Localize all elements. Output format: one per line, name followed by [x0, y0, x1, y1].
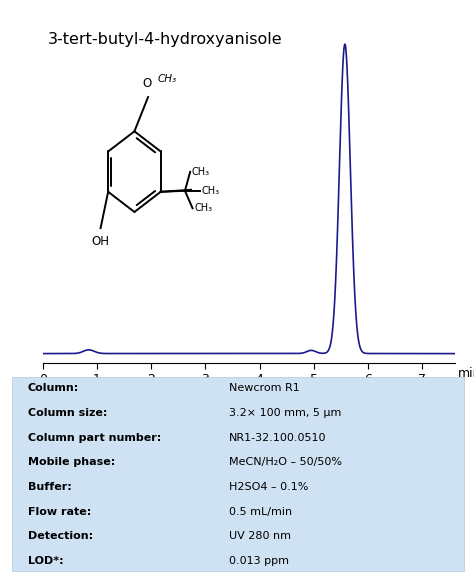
Text: 0.5 mL/min: 0.5 mL/min [229, 507, 292, 517]
Text: UV 280 nm: UV 280 nm [229, 532, 291, 541]
Text: 3.2× 100 mm, 5 μm: 3.2× 100 mm, 5 μm [229, 408, 341, 418]
Text: 3-tert-butyl-4-hydroxyanisole: 3-tert-butyl-4-hydroxyanisole [47, 32, 282, 47]
Text: H2SO4 – 0.1%: H2SO4 – 0.1% [229, 482, 309, 492]
Text: min: min [458, 367, 474, 380]
Text: Detection:: Detection: [28, 532, 93, 541]
Text: Mobile phase:: Mobile phase: [28, 457, 115, 467]
Text: MeCN/H₂O – 50/50%: MeCN/H₂O – 50/50% [229, 457, 342, 467]
Text: Column:: Column: [28, 383, 79, 393]
Text: CH₃: CH₃ [157, 74, 176, 84]
Text: NR1-32.100.0510: NR1-32.100.0510 [229, 433, 327, 443]
Text: Buffer:: Buffer: [28, 482, 72, 492]
Text: LOD*:: LOD*: [28, 556, 64, 566]
FancyBboxPatch shape [12, 377, 464, 571]
Text: O: O [143, 77, 152, 90]
Text: Newcrom R1: Newcrom R1 [229, 383, 300, 393]
Text: CH₃: CH₃ [194, 203, 212, 213]
Text: Flow rate:: Flow rate: [28, 507, 91, 517]
Text: OH: OH [91, 235, 109, 248]
Text: CH₃: CH₃ [191, 167, 210, 177]
Text: 0.013 ppm: 0.013 ppm [229, 556, 289, 566]
Text: Column size:: Column size: [28, 408, 107, 418]
Text: CH₃: CH₃ [201, 186, 220, 196]
Text: Column part number:: Column part number: [28, 433, 161, 443]
